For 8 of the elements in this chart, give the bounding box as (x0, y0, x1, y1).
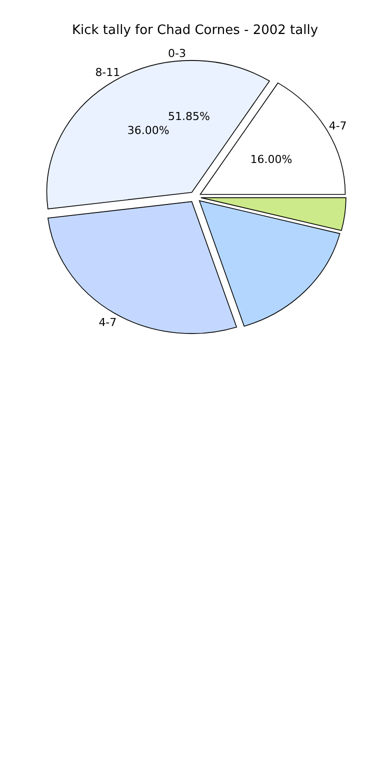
slice-label: 8-11 (95, 66, 120, 79)
text: 0-3 (168, 47, 186, 60)
slice-label: 4-7 (328, 120, 347, 133)
text: 51.85% (168, 110, 210, 123)
slice-label: 4-7 (98, 316, 117, 330)
data-label: 36.00% (127, 124, 170, 138)
data-label: 16.00% (250, 152, 292, 166)
chart-title: Kick tally for Chad Cornes - 2002 tally (72, 23, 318, 38)
